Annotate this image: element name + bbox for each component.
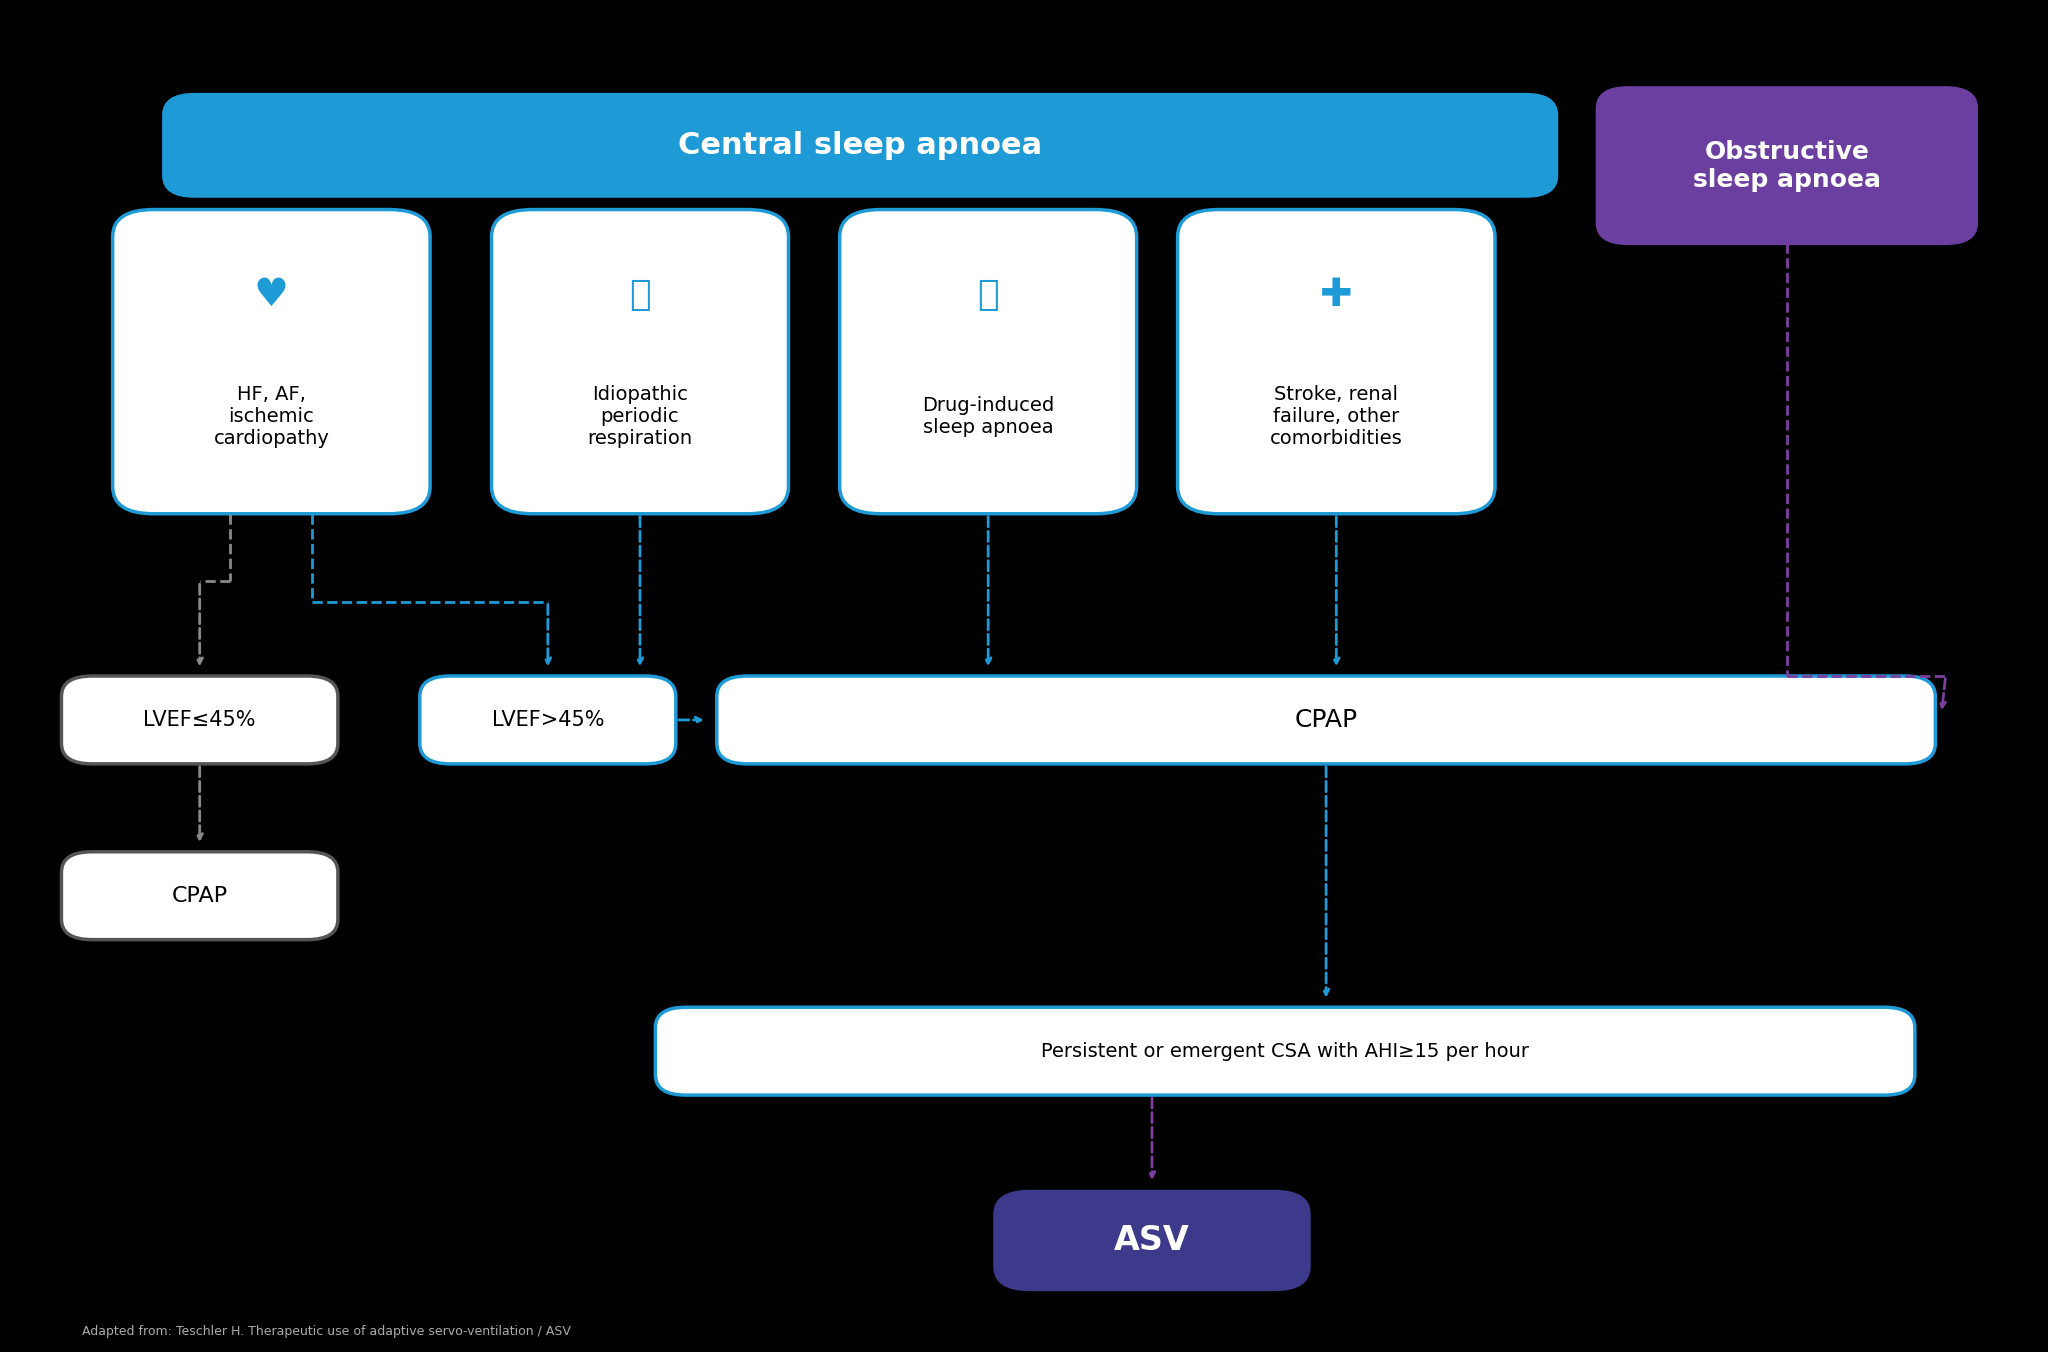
FancyBboxPatch shape <box>717 676 1935 764</box>
Text: ASV: ASV <box>1114 1224 1190 1257</box>
FancyBboxPatch shape <box>61 852 338 940</box>
FancyBboxPatch shape <box>1597 88 1976 243</box>
FancyBboxPatch shape <box>655 1007 1915 1095</box>
Text: ✚: ✚ <box>1321 276 1352 314</box>
FancyBboxPatch shape <box>993 1190 1311 1291</box>
Text: Drug-induced
sleep apnoea: Drug-induced sleep apnoea <box>922 396 1055 437</box>
Text: Idiopathic
periodic
respiration: Idiopathic periodic respiration <box>588 385 692 448</box>
Text: 💊: 💊 <box>977 277 999 312</box>
Text: LVEF>45%: LVEF>45% <box>492 710 604 730</box>
Text: ♥: ♥ <box>254 276 289 314</box>
Text: LVEF≤45%: LVEF≤45% <box>143 710 256 730</box>
FancyBboxPatch shape <box>61 676 338 764</box>
FancyBboxPatch shape <box>492 210 788 514</box>
Text: CPAP: CPAP <box>172 886 227 906</box>
FancyBboxPatch shape <box>113 210 430 514</box>
Text: Persistent or emergent CSA with AHI≥15 per hour: Persistent or emergent CSA with AHI≥15 p… <box>1040 1041 1530 1061</box>
Text: HF, AF,
ischemic
cardiopathy: HF, AF, ischemic cardiopathy <box>213 385 330 448</box>
FancyBboxPatch shape <box>840 210 1137 514</box>
FancyBboxPatch shape <box>420 676 676 764</box>
Text: 🫁: 🫁 <box>629 277 651 312</box>
Text: Obstructive
sleep apnoea: Obstructive sleep apnoea <box>1694 139 1880 192</box>
Text: Stroke, renal
failure, other
comorbidities: Stroke, renal failure, other comorbiditi… <box>1270 385 1403 448</box>
Text: CPAP: CPAP <box>1294 708 1358 731</box>
FancyBboxPatch shape <box>164 95 1556 196</box>
Text: ✕: ✕ <box>279 292 293 311</box>
Text: Adapted from: Teschler H. Therapeutic use of adaptive servo-ventilation / ASV: Adapted from: Teschler H. Therapeutic us… <box>82 1325 571 1338</box>
FancyBboxPatch shape <box>1178 210 1495 514</box>
Text: Central sleep apnoea: Central sleep apnoea <box>678 131 1042 160</box>
